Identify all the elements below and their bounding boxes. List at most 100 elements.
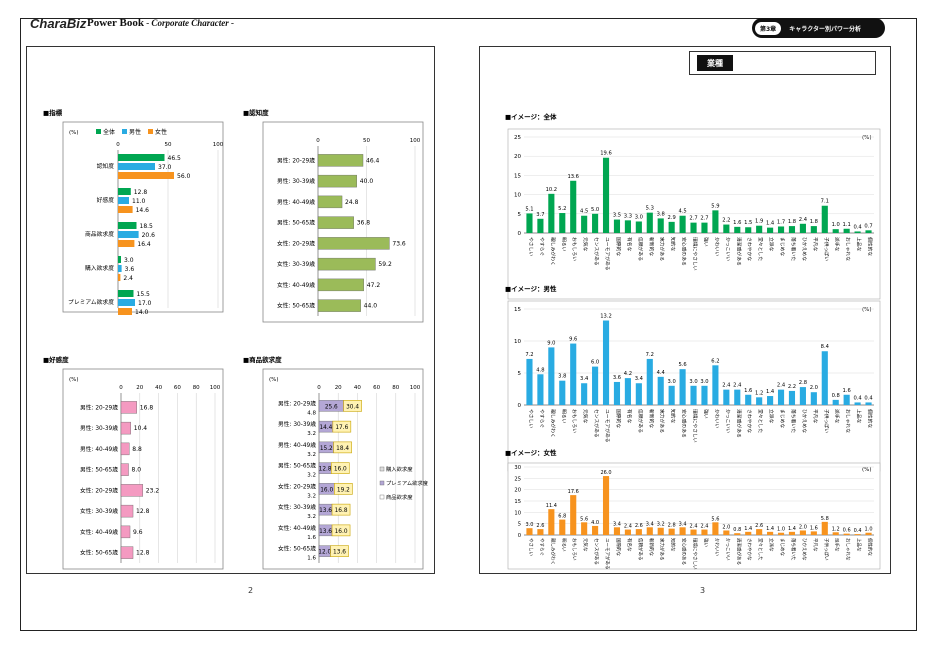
image-female-category-label: 強い [702,538,709,547]
image-all-bar [592,213,599,233]
image-male-category-label: 立派な [768,409,775,424]
desire-product-bar [334,483,353,495]
image-all-bar [701,222,708,233]
favorability-category-label: 女性: 50-65歳 [80,549,118,557]
image-male-bar [865,402,872,405]
image-male-category-label: 上品な [856,409,863,424]
indicators-legend-label: 男性 [129,128,141,136]
image-male-bar-value: 1.6 [843,388,851,394]
image-female-bar [701,529,708,535]
awareness-bar [317,299,361,312]
image-male-category-label: 個性的な [867,409,874,428]
image-all-bar [821,205,828,233]
image-all-category-label: 堂々とした [757,237,764,261]
desire-purchase-value: 3.2 [307,431,316,437]
image-all-category-label: おしゃれな [845,237,852,261]
desire-legend-label: 購入欲求度 [386,465,413,473]
desire-purchase-value: 3.2 [307,514,316,520]
desire-product-bar [343,400,362,412]
image-male-bar [668,385,675,405]
image-all-category-label: センスがある [593,237,600,266]
image-male-bar [810,392,817,405]
indicators-legend-swatch [148,129,153,134]
image-male-bar-value: 2.4 [777,383,786,389]
indicators-bar [118,274,121,281]
image-female-category-label: 立派な [768,538,775,552]
desire-premium-value: 25.6 [325,404,338,410]
image-male-bar-value: 3.4 [580,376,589,382]
desire-premium-value: 12.8 [319,467,332,473]
desire-category-label: 女性: 40-49歳 [278,524,316,532]
image-male-bar [657,376,664,405]
image-female-bar-value: 3.0 [525,522,533,528]
image-female-bar-value: 1.6 [810,525,818,531]
awareness-bar-value: 73.6 [392,240,406,247]
image-all-bar-value: 1.9 [755,219,763,225]
image-all-bar [548,193,555,233]
image-male-bar-value: 6.2 [711,358,719,364]
image-all-bar-value: 5.0 [591,207,599,213]
image-male-bar [854,402,861,405]
desire-product-bar [330,545,349,557]
image-female-category-label: 親しみがわく [549,538,556,565]
image-female-bar-value: 3.2 [657,522,665,528]
image-all-bar-value: 2.7 [700,216,708,222]
image-all-bar [690,222,697,233]
image-male-bar-value: 2.4 [733,383,742,389]
desire-product-value: 16.8 [335,508,348,514]
image-female-tick: 15 [514,499,521,505]
indicators-bar [118,154,165,161]
image-female-category-label: おしゃれな [845,538,852,561]
image-male-bar [734,389,741,405]
image-all-category-label: 親しみがわく [549,237,556,266]
desire-purchase-value: 3.2 [307,493,316,499]
desire-category-label: 女性: 20-29歳 [278,482,316,490]
image-male-category-label: 親しみがわく [549,409,556,438]
indicators-unit: (%) [69,130,79,136]
favorability-bar-value: 12.8 [136,508,150,515]
image-all-bar-value: 1.8 [788,219,796,225]
image-all-title: ■イメージ：全体 [505,112,557,121]
awareness-bar-value: 44.0 [364,303,378,310]
image-male-category-label: 斬新的な [648,409,655,428]
image-male-bar-value: 4.2 [624,371,632,377]
image-all-bar-value: 1.5 [744,220,752,226]
image-male-category-label: おもしろい [571,409,578,433]
image-all-bar [646,212,653,233]
image-female-bar-value: 2.6 [536,523,544,529]
image-female-category-label: ユーモアがある [604,538,611,570]
image-all-bar-value: 5.9 [711,203,719,209]
image-female-category-label: おもしろい [571,538,578,561]
image-all-bar-value: 4.5 [678,209,686,215]
favorability-bar [120,546,134,559]
image-male-bar [548,347,555,405]
image-all-category-label: おもしろい [571,237,578,261]
favorability-category-label: 女性: 30-39歳 [80,507,118,515]
desire-product-bar [331,503,351,516]
image-male-bar [788,390,796,405]
desire-purchase-value: 3.2 [307,452,316,458]
left-page-charts: ■指標 (%) 全体 男性 女性 0 50 100 認知度 46.5 37.0 56.0 好感度 12.8… [43,108,429,570]
image-male-category-label: 環境にやさしい [692,409,699,443]
indicators-bar [118,308,132,315]
image-female-bar [854,534,861,535]
image-male-bar-value: 3.6 [613,375,621,381]
image-all-category-label: 環境にやさしい [692,237,699,271]
image-female-bar [559,519,566,535]
image-female-bar-value: 2.0 [799,524,807,530]
desire-purchase-value: 3.2 [307,473,316,479]
image-female-category-label: 安心感のある [681,538,688,565]
image-all-bar-value: 1.1 [843,222,851,228]
image-female-category-label: 派手な [834,538,841,552]
desire-premium-value: 16.0 [320,487,333,493]
favorability-bar-value: 8.8 [132,446,142,453]
image-all-category-label: まじめな [779,237,786,256]
favorability-tick: 80 [193,385,200,391]
desire-category-label: 男性: 20-29歳 [278,399,316,407]
image-male-bar [690,385,697,405]
image-all-bar-value: 19.6 [600,151,612,157]
image-female-bar-value: 2.4 [690,524,698,530]
image-all-bar-value: 3.3 [624,213,632,219]
indicators-bar [118,222,137,229]
favorability-bar-value: 9.6 [133,529,143,536]
